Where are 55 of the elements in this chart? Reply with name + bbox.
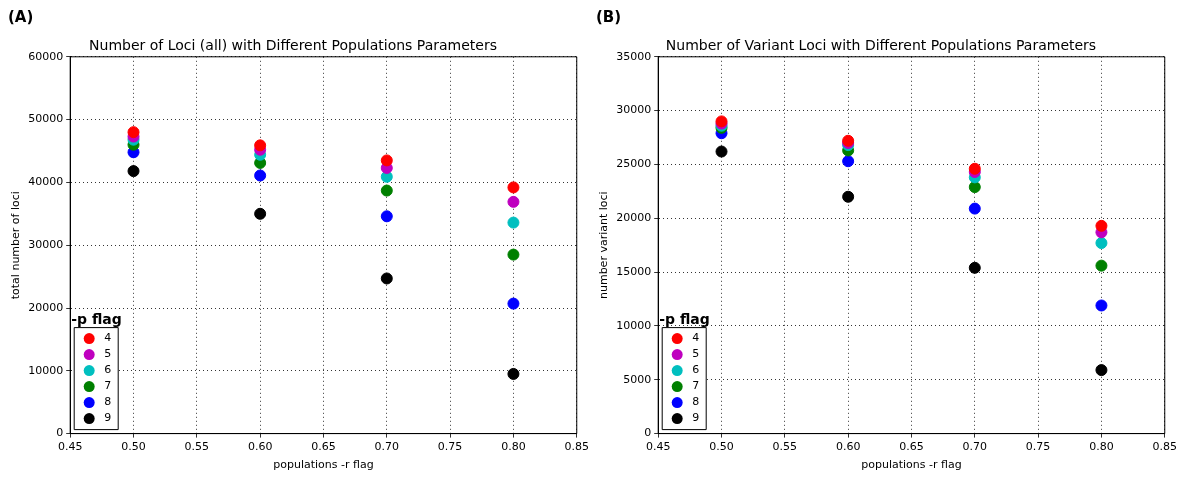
y-tick-label: 50000 bbox=[28, 112, 64, 126]
text: (A) bbox=[8, 8, 34, 26]
x-tick-label: 0.50 bbox=[121, 440, 146, 454]
legend-label: 6 bbox=[104, 363, 112, 377]
legend-title: -p flag bbox=[71, 311, 122, 328]
chart-title: Number of Variant Loci with Different Populations Parameters bbox=[665, 37, 1097, 54]
legend-label: 8 bbox=[692, 395, 700, 409]
x-axis-title: populations -r flag bbox=[273, 458, 374, 472]
y-tick-label: 0 bbox=[644, 426, 652, 440]
x-tick-label: 0.80 bbox=[501, 440, 526, 454]
y-tick-label: 15000 bbox=[616, 264, 652, 278]
x-tick-label: 0.85 bbox=[564, 440, 589, 454]
x-tick-label: 0.60 bbox=[835, 440, 861, 454]
y-tick-label: 40000 bbox=[28, 175, 64, 189]
x-tick-label: 0.45 bbox=[645, 440, 671, 454]
x-tick-label: 0.55 bbox=[184, 440, 210, 454]
legend-label: 7 bbox=[104, 379, 112, 393]
x-tick-label: 0.65 bbox=[311, 440, 336, 454]
x-axis-title: populations -r flag bbox=[861, 458, 962, 472]
x-tick-label: 0.75 bbox=[437, 440, 463, 454]
y-tick-label: 35000 bbox=[616, 49, 652, 63]
y-tick-label: 30000 bbox=[28, 238, 64, 252]
legend-label: 5 bbox=[692, 347, 700, 361]
y-tick-label: 30000 bbox=[616, 103, 652, 117]
y-tick-label: 10000 bbox=[616, 318, 652, 332]
y-axis-title: number variant loci bbox=[597, 191, 611, 300]
y-tick-label: 0 bbox=[56, 426, 64, 440]
x-tick-label: 0.50 bbox=[709, 440, 734, 454]
legend-label: 8 bbox=[104, 395, 112, 409]
x-tick-label: 0.65 bbox=[899, 440, 924, 454]
x-tick-label: 0.75 bbox=[1025, 440, 1051, 454]
legend-label: 7 bbox=[692, 379, 700, 393]
text: (B) bbox=[596, 8, 622, 26]
chart-title: Number of Loci (all) with Different Populations Parameters bbox=[89, 37, 497, 54]
legend-title: -p flag bbox=[659, 311, 710, 328]
x-tick-label: 0.80 bbox=[1089, 440, 1114, 454]
legend-label: 4 bbox=[104, 331, 112, 345]
y-tick-label: 25000 bbox=[616, 157, 652, 171]
y-tick-label: 20000 bbox=[616, 211, 652, 225]
legend-label: 9 bbox=[692, 411, 700, 425]
y-tick-label: 5000 bbox=[623, 372, 652, 386]
legend-label: 5 bbox=[104, 347, 112, 361]
x-tick-label: 0.85 bbox=[1152, 440, 1177, 454]
legend-label: 4 bbox=[692, 331, 700, 345]
x-tick-label: 0.55 bbox=[772, 440, 798, 454]
y-tick-label: 60000 bbox=[28, 49, 64, 63]
x-tick-label: 0.60 bbox=[247, 440, 273, 454]
y-tick-label: 10000 bbox=[28, 363, 64, 377]
x-tick-label: 0.70 bbox=[962, 440, 988, 454]
x-tick-label: 0.45 bbox=[57, 440, 83, 454]
legend-label: 9 bbox=[104, 411, 112, 425]
y-tick-label: 20000 bbox=[28, 300, 64, 314]
x-tick-label: 0.70 bbox=[374, 440, 400, 454]
y-axis-title: total number of loci bbox=[9, 191, 23, 300]
legend-label: 6 bbox=[692, 363, 700, 377]
